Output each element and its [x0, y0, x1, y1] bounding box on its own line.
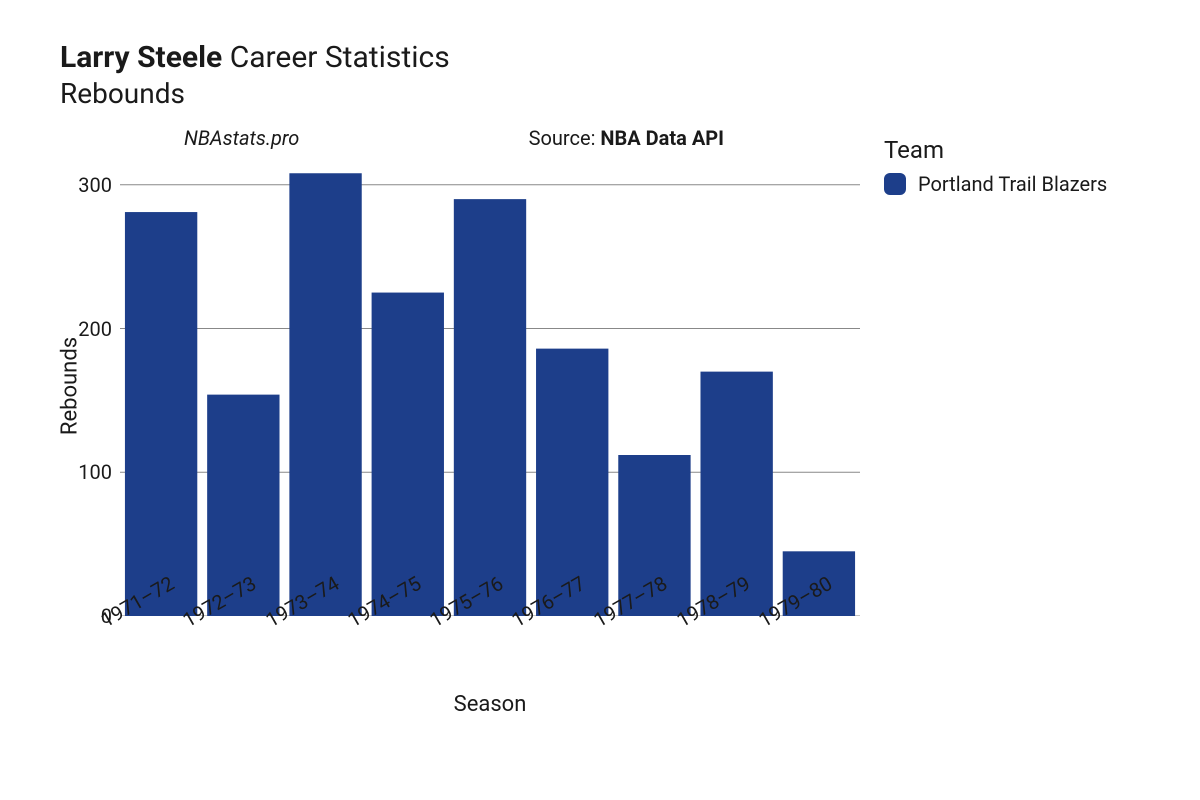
legend: Team Portland Trail Blazers	[884, 136, 1124, 196]
y-axis-title: Rebounds	[58, 337, 83, 435]
bar	[125, 212, 197, 616]
legend-title: Team	[884, 136, 1124, 164]
source-name: NBA Data API	[600, 126, 724, 150]
source-prefix: Source:	[529, 126, 601, 150]
chart-subtitle: Rebounds	[60, 77, 1150, 110]
legend-swatch	[884, 173, 906, 195]
chart-title: Larry Steele Career Statistics	[60, 40, 1150, 75]
x-axis-title: Season	[454, 692, 527, 717]
y-tick-label: 100	[62, 460, 112, 484]
source-credit: Source: NBA Data API	[529, 126, 724, 150]
legend-item-label: Portland Trail Blazers	[918, 172, 1107, 196]
chart-block: NBAstats.pro Source: NBA Data API 010020…	[60, 130, 860, 616]
site-watermark: NBAstats.pro	[184, 126, 299, 150]
plot-area: 0100200300 Rebounds 1971–721972–731973–7…	[120, 156, 860, 616]
bar	[372, 293, 444, 616]
title-suffix: Career Statistics	[230, 40, 450, 75]
y-tick-label: 300	[62, 173, 112, 197]
chart-container: Larry Steele Career Statistics Rebounds …	[0, 0, 1200, 800]
legend-item: Portland Trail Blazers	[884, 172, 1124, 196]
bar	[289, 173, 361, 616]
title-player-name: Larry Steele	[60, 40, 222, 75]
bar	[454, 199, 526, 616]
bar-chart-svg	[120, 156, 860, 616]
